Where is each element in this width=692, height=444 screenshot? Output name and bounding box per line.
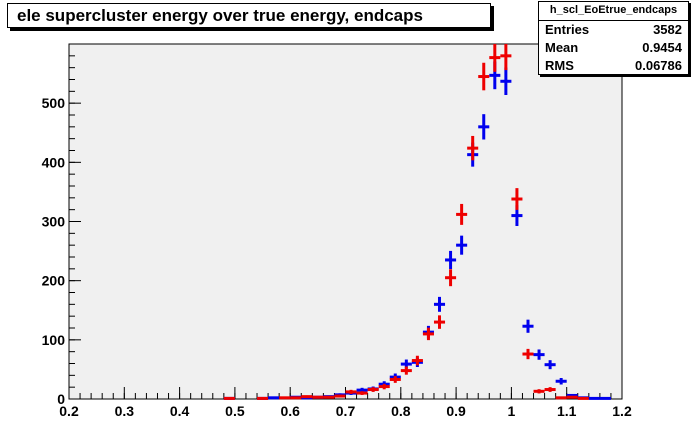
data-point <box>478 114 490 140</box>
data-point <box>533 349 545 360</box>
data-point <box>279 396 291 400</box>
y-tick-label: 200 <box>42 273 66 289</box>
stats-box: h_scl_EoEtrue_endcaps Entries 3582 Mean … <box>538 1 689 75</box>
stats-label: RMS <box>545 58 574 73</box>
stats-label: Entries <box>545 22 590 37</box>
data-point <box>411 355 423 366</box>
data-point <box>599 396 611 400</box>
data-point <box>522 319 534 333</box>
data-point <box>257 396 269 400</box>
data-point <box>511 188 523 210</box>
x-tick-label: 0.6 <box>280 403 300 419</box>
data-point <box>312 395 324 399</box>
data-point <box>445 250 457 270</box>
data-point <box>555 377 567 385</box>
x-tick-label: 1 <box>508 403 516 419</box>
data-point <box>522 348 534 360</box>
y-tick-label: 400 <box>42 154 66 170</box>
data-point <box>489 44 501 72</box>
data-point <box>290 396 302 400</box>
x-tick-label: 0.7 <box>336 403 356 419</box>
data-point <box>356 391 368 395</box>
data-point <box>456 235 468 255</box>
data-point <box>334 394 346 398</box>
data-point <box>500 67 512 96</box>
stats-value: 3582 <box>653 22 682 37</box>
data-point <box>268 396 280 400</box>
data-point <box>500 44 512 71</box>
stats-value: 0.9454 <box>642 40 682 55</box>
stats-row-rms: RMS 0.06786 <box>539 57 688 75</box>
stats-histogram-name: h_scl_EoEtrue_endcaps <box>539 2 688 21</box>
x-tick-label: 1.1 <box>557 403 577 419</box>
data-point <box>544 360 556 370</box>
data-point <box>433 296 446 312</box>
data-point <box>323 395 335 399</box>
x-tick-label: 0.4 <box>170 403 190 419</box>
y-tick-label: 100 <box>42 332 66 348</box>
x-tick-label: 0.5 <box>225 403 245 419</box>
series-red <box>223 44 589 400</box>
data-point <box>478 62 490 91</box>
y-tick-label: 0 <box>57 391 65 407</box>
data-point <box>345 389 357 394</box>
data-point <box>301 395 313 399</box>
x-tick-label: 0.3 <box>115 403 135 419</box>
chart-title: ele supercluster energy over true energy… <box>7 3 491 28</box>
data-point <box>400 366 412 375</box>
data-point <box>223 396 235 400</box>
data-point <box>588 396 600 400</box>
stats-row-mean: Mean 0.9454 <box>539 39 688 57</box>
plot-frame <box>68 43 623 400</box>
data-point <box>445 269 457 287</box>
x-tick-label: 0.2 <box>59 403 79 419</box>
stats-row-entries: Entries 3582 <box>539 21 688 39</box>
data-point <box>389 376 401 383</box>
data-point <box>577 396 589 400</box>
data-marks <box>223 44 611 400</box>
data-point <box>456 203 468 225</box>
x-tick-label: 1.2 <box>612 403 632 419</box>
data-point <box>533 389 545 394</box>
y-tick-label: 500 <box>42 95 66 111</box>
data-point <box>422 327 434 341</box>
y-tick-label: 300 <box>42 214 66 230</box>
data-point <box>566 395 578 399</box>
data-point <box>555 396 567 400</box>
data-point <box>367 387 379 392</box>
stats-value: 0.06786 <box>635 58 682 73</box>
x-tick-label: 0.8 <box>391 403 411 419</box>
data-point <box>467 135 479 161</box>
stats-label: Mean <box>545 40 579 55</box>
x-tick-label: 0.9 <box>446 403 466 419</box>
axes: 0.2 0.3 0.4 0.5 0.6 0.7 0.8 0.9 1 1.1 1.2 0 100 200 30… <box>42 55 632 419</box>
data-point <box>378 383 390 390</box>
data-point <box>544 387 556 392</box>
data-point <box>433 315 446 329</box>
